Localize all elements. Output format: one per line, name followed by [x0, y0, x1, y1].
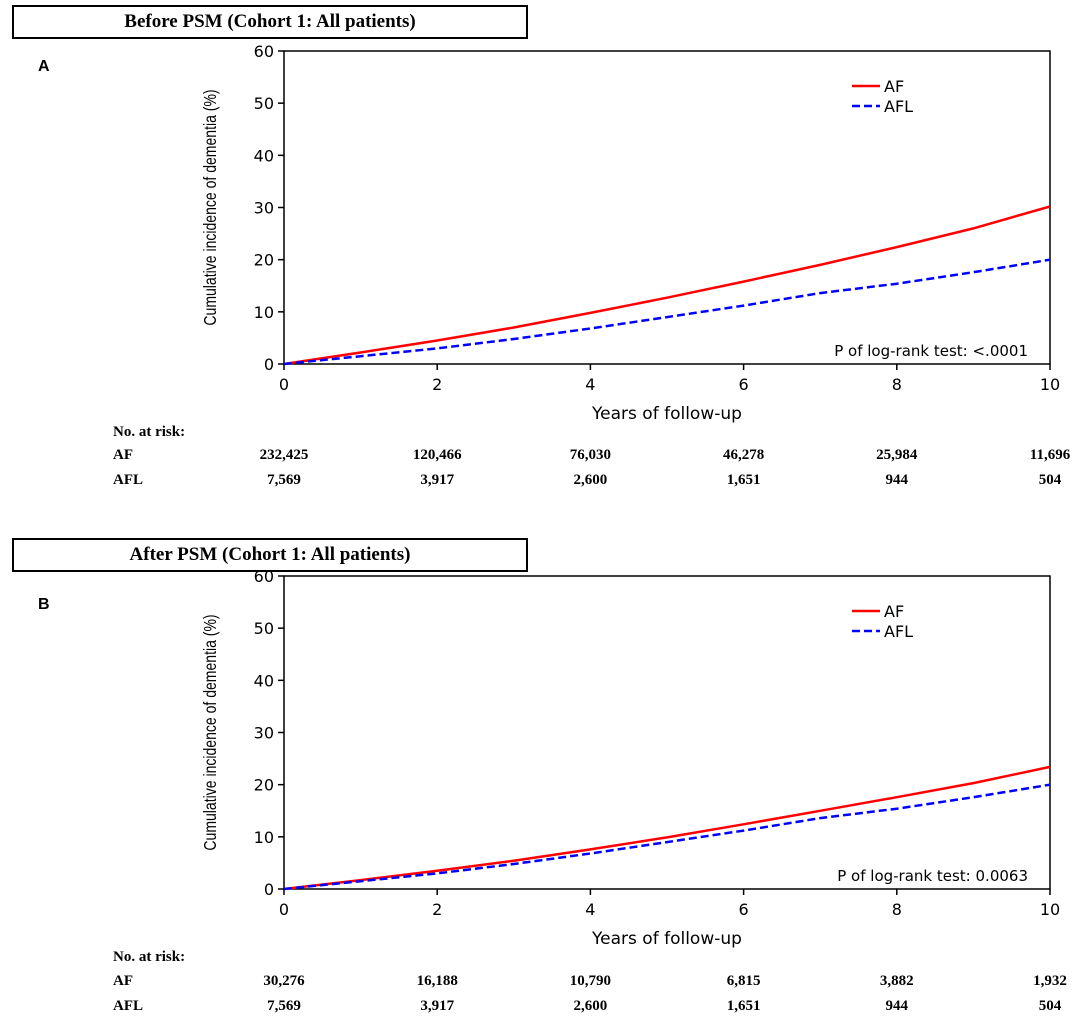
y-tick-label: 0 — [264, 880, 274, 899]
risk-cell: 3,917 — [420, 472, 454, 488]
risk-cell: 3,917 — [420, 998, 454, 1014]
x-tick-label: 8 — [892, 900, 902, 919]
x-tick-label: 2 — [432, 900, 442, 919]
x-tick-label: 10 — [1040, 900, 1060, 919]
y-axis-title: Cumulative incidence of dementia (%) — [200, 89, 220, 325]
y-tick-label: 60 — [254, 567, 274, 586]
y-tick-label: 30 — [254, 724, 274, 743]
risk-table-header: No. at risk: — [113, 424, 185, 440]
risk-cell: 504 — [1039, 472, 1062, 488]
risk-cell: 232,425 — [260, 447, 309, 463]
series-line-af — [283, 765, 1051, 891]
panel-a-letter: A — [38, 58, 50, 75]
y-tick-label: 20 — [254, 776, 274, 795]
risk-cell: 7,569 — [267, 998, 301, 1014]
risk-cell: 1,651 — [727, 998, 761, 1014]
p-value-annotation: P of log-rank test: 0.0063 — [837, 867, 1028, 885]
y-tick-label: 50 — [254, 619, 274, 638]
y-tick-label: 20 — [254, 251, 274, 270]
risk-cell: 2,600 — [574, 998, 608, 1014]
x-tick-label: 0 — [279, 375, 289, 394]
y-tick-label: 40 — [254, 671, 274, 690]
series-line-af — [283, 205, 1051, 366]
risk-row-label-afl: AFL — [113, 998, 143, 1014]
risk-cell: 1,932 — [1033, 973, 1067, 989]
x-axis-title: Years of follow-up — [591, 929, 742, 949]
legend-label-af: AF — [884, 77, 904, 96]
y-tick-label: 40 — [254, 146, 274, 165]
legend-label-afl: AFL — [884, 622, 913, 641]
risk-cell: 10,790 — [570, 973, 611, 989]
risk-cell: 6,815 — [727, 973, 761, 989]
panel-a: Before PSM (Cohort 1: All patients) A 0 1… — [12, 5, 1071, 488]
risk-table-header: No. at risk: — [113, 949, 185, 965]
x-tick-label: 0 — [279, 900, 289, 919]
series-line-afl — [283, 783, 1051, 891]
panel-b-title: After PSM (Cohort 1: All patients) — [12, 538, 528, 572]
y-axis-title: Cumulative incidence of dementia (%) — [200, 614, 220, 850]
chart-b: 0 10 20 30 40 50 60 0 2 4 6 8 10 Years of follow-up Cu… — [113, 567, 1067, 1014]
legend-label-af: AF — [884, 602, 904, 621]
risk-cell: 944 — [886, 998, 909, 1014]
risk-cell: 7,569 — [267, 472, 301, 488]
risk-cell: 30,276 — [263, 973, 305, 989]
panel-a-title: Before PSM (Cohort 1: All patients) — [12, 5, 528, 39]
risk-cell: 46,278 — [723, 447, 764, 463]
chart-a: 0 10 20 30 40 50 60 0 2 4 6 8 10 Years of follow-up Cu… — [113, 42, 1071, 488]
y-tick-label: 50 — [254, 94, 274, 113]
y-tick-label: 10 — [254, 303, 274, 322]
risk-cell: 16,188 — [417, 973, 458, 989]
risk-cell: 3,882 — [880, 973, 914, 989]
panel-b-letter: B — [38, 596, 50, 613]
risk-cell: 76,030 — [570, 447, 611, 463]
x-tick-label: 4 — [585, 375, 595, 394]
risk-row-label-af: AF — [113, 447, 133, 463]
p-value-annotation: P of log-rank test: <.0001 — [834, 342, 1028, 360]
x-tick-label: 6 — [739, 375, 749, 394]
risk-cell: 1,651 — [727, 472, 761, 488]
risk-cell: 2,600 — [574, 472, 608, 488]
x-tick-label: 8 — [892, 375, 902, 394]
y-tick-label: 0 — [264, 355, 274, 374]
y-tick-label: 60 — [254, 42, 274, 61]
y-tick-label: 10 — [254, 828, 274, 847]
risk-row-label-afl: AFL — [113, 472, 143, 488]
risk-cell: 11,696 — [1030, 447, 1071, 463]
x-tick-label: 2 — [432, 375, 442, 394]
x-tick-label: 4 — [585, 900, 595, 919]
x-tick-label: 10 — [1040, 375, 1060, 394]
panel-b: After PSM (Cohort 1: All patients) B 0 10… — [0, 511, 1084, 1022]
risk-cell: 944 — [886, 472, 909, 488]
risk-row-label-af: AF — [113, 973, 133, 989]
risk-cell: 120,466 — [413, 447, 462, 463]
risk-cell: 504 — [1039, 998, 1062, 1014]
legend-label-afl: AFL — [884, 97, 913, 116]
y-tick-label: 30 — [254, 199, 274, 218]
risk-cell: 25,984 — [876, 447, 918, 463]
x-axis-title: Years of follow-up — [591, 404, 742, 424]
series-line-afl — [283, 258, 1051, 366]
x-tick-label: 6 — [739, 900, 749, 919]
